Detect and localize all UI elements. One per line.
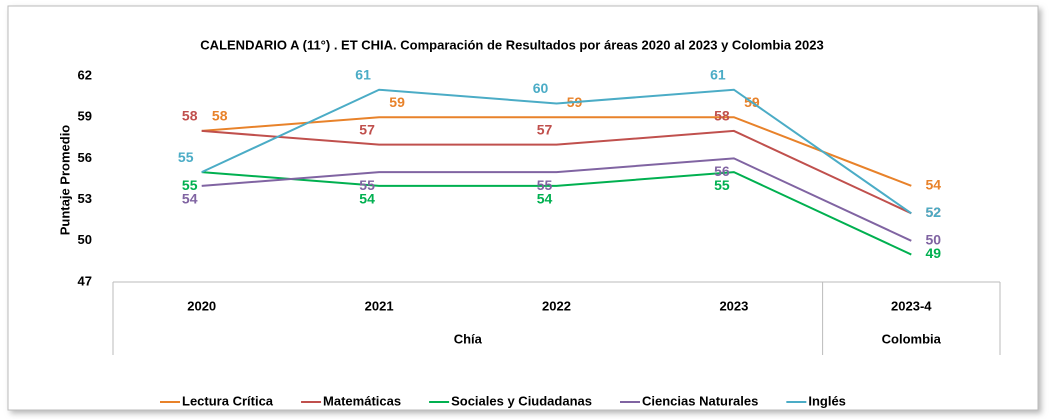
data-label: 60 [533,80,549,96]
legend-label: Inglés [808,393,846,408]
chart-frame [7,5,1039,411]
group-label: Chía [454,331,483,346]
data-label: 61 [355,66,371,82]
x-tick-label: 2021 [365,298,394,313]
data-label: 55 [182,177,198,193]
data-label: 58 [212,108,228,124]
chart-title: CALENDARIO A (11°) . ET CHIA. Comparació… [200,37,823,52]
group-label: Colombia [882,331,942,346]
data-label: 50 [926,232,942,248]
x-tick-label: 2020 [187,298,216,313]
series-line [201,129,912,215]
data-label: 52 [926,204,942,220]
data-label: 54 [182,191,198,207]
y-tick-label: 50 [78,232,92,247]
y-tick-label: 56 [78,150,92,165]
data-label: 54 [537,191,553,207]
data-label: 58 [182,108,198,124]
data-label: 55 [359,177,375,193]
data-label: 55 [178,149,194,165]
data-label: 52 [926,204,942,220]
x-tick-label: 2022 [542,298,571,313]
legend-label: Matemáticas [323,393,401,408]
series-line [201,88,912,215]
y-tick-label: 59 [78,109,92,124]
data-label: 55 [714,177,730,193]
data-label: 56 [714,163,730,179]
legend-label: Lectura Crítica [182,393,274,408]
series-line [201,171,912,256]
x-tick-label: 2023 [719,298,748,313]
legend-label: Ciencias Naturales [642,393,758,408]
data-label: 49 [926,245,942,261]
data-label: 55 [537,177,553,193]
data-label: 54 [359,191,375,207]
y-tick-label: 53 [78,191,92,206]
data-label: 58 [714,108,730,124]
y-tick-label: 62 [78,67,92,82]
legend-label: Sociales y Ciudadanas [451,393,592,408]
y-tick-label: 47 [78,273,92,288]
y-axis-label: Puntaje Promedio [57,125,72,236]
data-label: 61 [710,66,726,82]
data-label: 54 [926,177,942,193]
data-label: 59 [389,94,405,110]
data-label: 57 [359,121,375,137]
x-tick-label: 2023-4 [891,298,932,313]
data-label: 57 [537,121,553,137]
series-line [201,157,912,242]
series-line [201,116,912,187]
